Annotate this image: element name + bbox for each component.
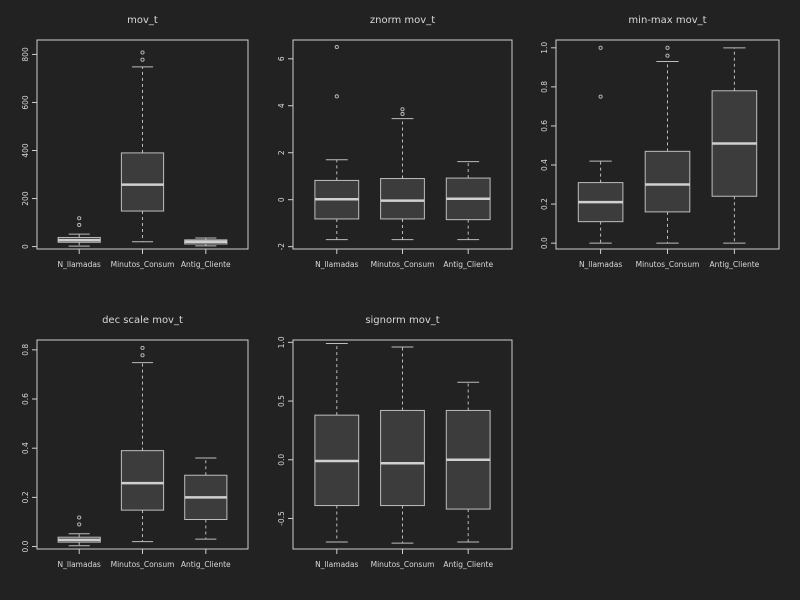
outlier-point xyxy=(334,94,339,99)
y-tick-label: 0 xyxy=(277,197,286,202)
x-tick-label: N_llamadas xyxy=(58,260,101,269)
y-tick-label: 0.8 xyxy=(21,344,30,356)
chart-title: znorm mov_t xyxy=(370,15,435,26)
y-tick-label: 1.0 xyxy=(540,42,549,54)
outlier-point xyxy=(77,216,82,221)
panel-frame xyxy=(555,39,780,250)
y-tick-label: 800 xyxy=(21,47,30,62)
box-N_llamadas xyxy=(57,216,101,247)
y-tick-label: 0.6 xyxy=(540,120,549,132)
box-N_llamadas xyxy=(314,44,360,241)
x-tick-label: N_llamadas xyxy=(58,560,101,569)
outlier-point xyxy=(400,111,405,117)
outlier-point xyxy=(140,353,145,358)
box-iqr xyxy=(120,152,165,212)
box-Minutos_Consum xyxy=(380,107,425,241)
x-tick-label: Antig_Cliente xyxy=(443,560,493,569)
y-tick-label: 600 xyxy=(21,95,30,110)
box-N_llamadas xyxy=(314,343,360,543)
box-Antig_Cliente xyxy=(445,381,491,543)
outlier-point xyxy=(665,45,670,50)
y-tick-label: 200 xyxy=(21,191,30,206)
box-Antig_Cliente xyxy=(184,457,228,540)
outlier-point xyxy=(77,522,82,527)
box-iqr xyxy=(380,409,425,507)
y-tick-label: 0.8 xyxy=(540,81,549,93)
outlier-point xyxy=(598,45,603,50)
box-iqr xyxy=(120,450,165,511)
box-Minutos_Consum xyxy=(120,345,165,543)
chart-panel-1: mov_t 0 200 400 600 800 N_llamadas Minutos_Cons… xyxy=(21,15,249,269)
chart-title: min-max mov_t xyxy=(628,15,706,26)
y-tick-label: 0.4 xyxy=(21,442,30,454)
y-tick-label: -2 xyxy=(277,243,286,251)
y-tick-label: -0.5 xyxy=(277,511,286,526)
chart-title: dec scale mov_t xyxy=(102,315,183,326)
box-N_llamadas xyxy=(577,45,624,244)
x-tick-label: Minutos_Consum xyxy=(636,260,700,269)
x-tick-label: Antig_Cliente xyxy=(181,560,231,569)
x-tick-label: N_llamadas xyxy=(579,260,622,269)
chart-title: signorm mov_t xyxy=(365,315,439,326)
panel-frame xyxy=(292,339,513,550)
box-Antig_Cliente xyxy=(184,237,228,247)
y-tick-label: 2 xyxy=(277,150,286,155)
box-N_llamadas xyxy=(57,515,101,547)
panel-frame xyxy=(36,39,249,250)
outlier-point xyxy=(77,515,82,520)
outlier-point xyxy=(400,107,405,112)
y-tick-label: 0.0 xyxy=(21,540,30,552)
chart-panel-5: signorm mov_t -0.5 0.0 0.5 1.0 N_llamadas Minu… xyxy=(277,315,513,569)
outlier-point xyxy=(665,53,670,58)
x-tick-label: Minutos_Consum xyxy=(371,260,435,269)
y-tick-label: 6 xyxy=(277,56,286,61)
y-tick-label: 0.0 xyxy=(540,237,549,249)
outlier-point xyxy=(140,50,145,55)
x-tick-label: Antig_Cliente xyxy=(710,260,760,269)
outlier-point xyxy=(77,222,82,228)
y-tick-label: 0.2 xyxy=(540,198,549,210)
panel-frame xyxy=(36,339,249,550)
box-Antig_Cliente xyxy=(711,47,758,244)
x-tick-label: Minutos_Consum xyxy=(371,560,435,569)
box-Antig_Cliente xyxy=(445,161,491,241)
y-tick-label: 0.4 xyxy=(540,159,549,171)
y-tick-label: 4 xyxy=(277,103,286,108)
y-tick-label: 0 xyxy=(21,244,30,249)
x-tick-label: Minutos_Consum xyxy=(111,260,175,269)
panel-frame xyxy=(292,39,513,250)
box-Minutos_Consum xyxy=(120,50,165,243)
box-Minutos_Consum xyxy=(644,45,691,244)
x-tick-label: N_llamadas xyxy=(315,260,358,269)
box-Minutos_Consum xyxy=(380,346,425,544)
outlier-point xyxy=(140,345,145,350)
y-tick-label: 0.6 xyxy=(21,393,30,405)
x-tick-label: Antig_Cliente xyxy=(443,260,493,269)
box-iqr xyxy=(644,150,691,213)
chart-panel-3: min-max mov_t 0.0 0.2 0.4 0.6 0.8 1.0 N_llamada… xyxy=(540,15,780,269)
y-tick-label: 400 xyxy=(21,143,30,158)
y-tick-label: 1.0 xyxy=(277,336,286,348)
box-iqr xyxy=(380,178,425,220)
outlier-point xyxy=(140,57,145,62)
x-tick-label: N_llamadas xyxy=(315,560,358,569)
x-tick-label: Antig_Cliente xyxy=(181,260,231,269)
chart-panel-2: znorm mov_t -2 0 2 4 6 N_llamadas Minutos_Consu… xyxy=(277,15,513,269)
y-tick-label: 0.5 xyxy=(277,395,286,407)
outlier-point xyxy=(598,94,603,99)
chart-title: mov_t xyxy=(127,15,158,26)
y-tick-label: 0.2 xyxy=(21,491,30,503)
y-tick-label: 0.0 xyxy=(277,454,286,466)
chart-panel-4: dec scale mov_t 0.0 0.2 0.4 0.6 0.8 N_llamadas… xyxy=(21,315,249,569)
outlier-point xyxy=(334,44,339,50)
x-tick-label: Minutos_Consum xyxy=(111,560,175,569)
